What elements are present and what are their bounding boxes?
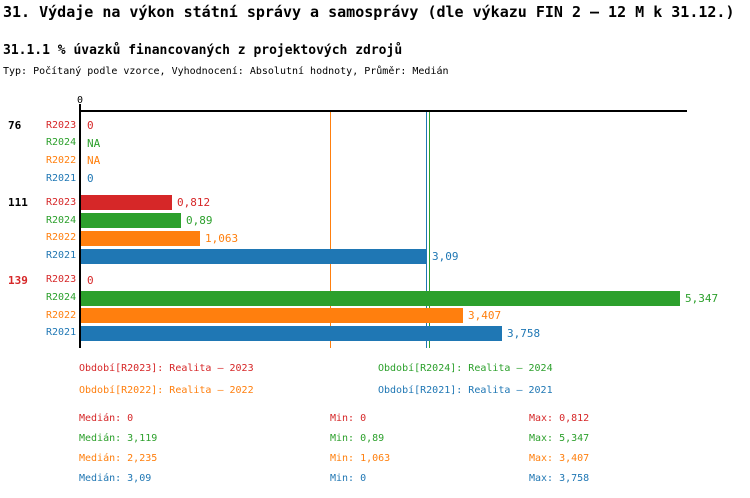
bar-value-label: 3,09 <box>432 249 459 263</box>
row-series-label: R2021 <box>46 327 77 339</box>
row-series-label: R2023 <box>46 274 77 286</box>
stats-min-r2021: Min: 0 <box>330 473 367 484</box>
row-series-label: R2022 <box>46 154 77 166</box>
stats-median-r2023: Medián: 0 <box>79 413 134 424</box>
stats-median-r2022: Medián: 2,235 <box>79 453 158 464</box>
row-series-label: R2024 <box>46 214 77 226</box>
stats-max-r2024: Max: 5,347 <box>529 433 590 444</box>
bar-value-label: 0 <box>87 172 94 186</box>
median-line-r2021 <box>426 112 428 348</box>
stats-min-r2023: Min: 0 <box>330 413 367 424</box>
row-series-label: R2021 <box>46 172 77 184</box>
chart-bar-r2024 <box>81 213 181 229</box>
chart-bar-r2023 <box>81 195 172 211</box>
legend-item-r2021: Období[R2021]: Realita – 2021 <box>378 385 553 396</box>
row-series-label: R2023 <box>46 196 77 208</box>
stats-median-r2024: Medián: 3,119 <box>79 433 158 444</box>
legend-item-r2022: Období[R2022]: Realita – 2022 <box>79 385 254 396</box>
legend-item-r2024: Období[R2024]: Realita – 2024 <box>378 363 553 374</box>
bar-value-label: 5,347 <box>685 291 719 305</box>
chart-bar-r2024 <box>81 290 680 306</box>
stats-median-r2021: Medián: 3,09 <box>79 473 152 484</box>
indicator-title: 31.1.1 % úvazků financovaných z projekto… <box>3 43 403 58</box>
stats-max-r2021: Max: 3,758 <box>529 473 590 484</box>
chart-bar-r2021 <box>81 248 427 264</box>
row-series-label: R2021 <box>46 250 77 261</box>
bar-value-label: 0,89 <box>186 214 213 228</box>
bar-value-label: 0,812 <box>177 196 211 210</box>
stats-max-r2023: Max: 0,812 <box>529 413 590 424</box>
group-label-139: 139 <box>8 273 28 287</box>
group-label-111: 111 <box>8 196 28 210</box>
row-series-label: R2023 <box>46 119 77 131</box>
indicator-meta: Typ: Počítaný podle vzorce, Vyhodnocení:… <box>3 66 449 77</box>
bar-value-label: NA <box>87 136 101 150</box>
chart-bar-r2022 <box>81 308 463 324</box>
bar-value-label: 1,063 <box>205 231 239 245</box>
stats-min-r2022: Min: 1,063 <box>330 453 391 464</box>
chart-bar-r2022 <box>81 230 200 246</box>
bar-value-label: 3,758 <box>507 326 541 340</box>
bar-value-label: 0 <box>87 273 94 287</box>
chart-top-border <box>80 110 687 112</box>
row-series-label: R2022 <box>46 309 77 321</box>
axis-tick-label-zero: 0 <box>76 95 84 106</box>
bar-value-label: 3,407 <box>468 309 502 323</box>
bar-value-label: NA <box>87 154 101 168</box>
value-axis-line <box>79 104 81 348</box>
row-series-label: R2024 <box>46 292 77 303</box>
stats-max-r2022: Max: 3,407 <box>529 453 590 464</box>
row-series-label: R2022 <box>46 232 77 244</box>
bar-value-label: 0 <box>87 119 94 132</box>
median-line-r2022 <box>330 112 332 348</box>
report-title: 31. Výdaje na výkon státní správy a samo… <box>3 3 735 21</box>
stats-min-r2024: Min: 0,89 <box>330 433 385 444</box>
group-label-76: 76 <box>8 119 22 132</box>
legend-item-r2023: Období[R2023]: Realita – 2023 <box>79 363 254 374</box>
median-line-r2024 <box>429 112 431 348</box>
row-series-label: R2024 <box>46 137 77 149</box>
chart-bar-r2021 <box>81 325 502 341</box>
